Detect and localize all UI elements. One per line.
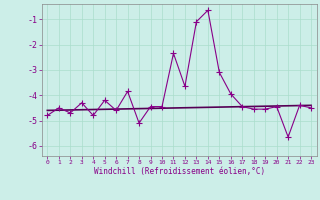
X-axis label: Windchill (Refroidissement éolien,°C): Windchill (Refroidissement éolien,°C) [94,167,265,176]
